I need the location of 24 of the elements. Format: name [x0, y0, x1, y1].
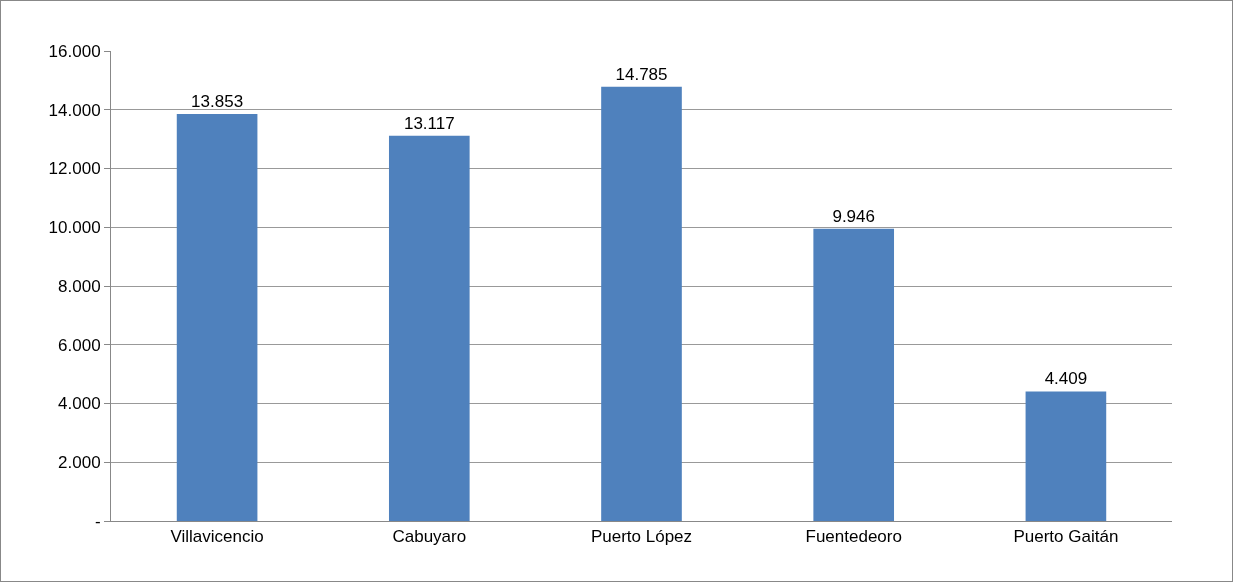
bar	[1025, 391, 1107, 521]
x-tick-label: Fuentedeoro	[805, 527, 902, 547]
y-tick-label: 12.000	[48, 159, 101, 179]
bar	[388, 135, 470, 521]
bar	[176, 114, 258, 521]
bar	[601, 86, 682, 521]
y-tick-label: 14.000	[48, 100, 101, 120]
data-label: 14.785	[615, 64, 668, 84]
x-tick-label: Puerto López	[590, 527, 693, 547]
y-tick-label: 2.000	[58, 453, 101, 473]
y-tick-label: 4.000	[58, 394, 101, 414]
x-tick-label: Cabuyaro	[392, 527, 467, 547]
y-tick-label: 16.000	[48, 41, 101, 61]
x-tick-label: Villavicencio	[170, 527, 264, 547]
bar	[813, 228, 895, 521]
x-tick-label: Puerto Gaitán	[1013, 527, 1119, 547]
data-label: 13.117	[403, 113, 455, 133]
data-label: 4.409	[1044, 369, 1088, 389]
y-tick-label: 10.000	[48, 218, 101, 238]
y-tick-label: -	[94, 511, 101, 531]
y-tick-label: 6.000	[58, 335, 101, 355]
data-label: 13.853	[191, 92, 244, 112]
y-tick-label: 8.000	[58, 276, 101, 296]
data-label: 9.946	[832, 206, 875, 226]
